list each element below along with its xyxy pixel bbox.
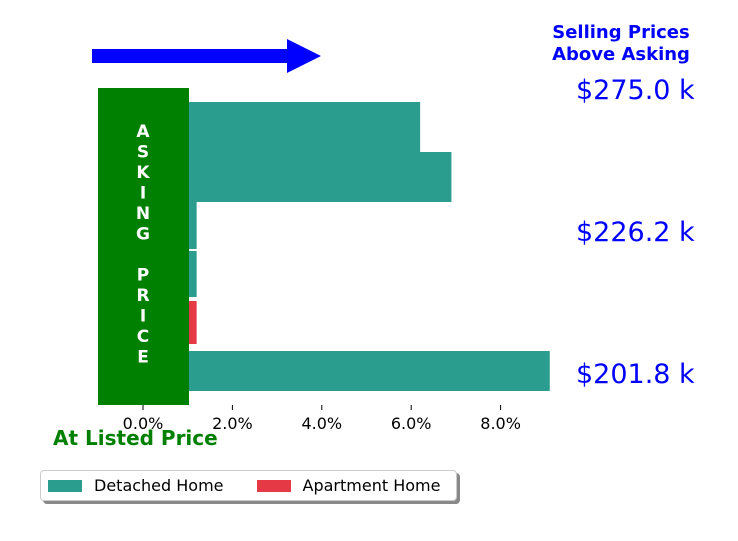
vertical-letter: A bbox=[136, 122, 150, 142]
legend: Detached Home Apartment Home bbox=[40, 470, 457, 501]
legend-swatch-detached bbox=[48, 479, 82, 492]
price-label-middle: $226.2 k bbox=[576, 217, 695, 248]
right-arrow-icon bbox=[92, 39, 321, 73]
top-label-line2: Above Asking bbox=[552, 44, 690, 65]
legend-label-detached: Detached Home bbox=[94, 476, 224, 495]
vertical-letter: P bbox=[137, 266, 149, 286]
legend-item-apartment: Apartment Home bbox=[256, 476, 441, 495]
vertical-letter: K bbox=[136, 163, 150, 183]
vertical-letter: G bbox=[136, 225, 150, 245]
asking-price-band bbox=[98, 88, 189, 405]
x-tick-label: 0.0% bbox=[123, 414, 164, 433]
price-label-top: $275.0 k bbox=[576, 75, 695, 106]
legend-item-detached: Detached Home bbox=[48, 476, 224, 495]
x-axis: 0.0% 2.0% 4.0% 6.0% 8.0% bbox=[123, 405, 521, 433]
x-tick-label: 4.0% bbox=[301, 414, 342, 433]
vertical-letter: C bbox=[137, 327, 149, 347]
x-tick-label: 8.0% bbox=[480, 414, 521, 433]
vertical-letter: E bbox=[137, 348, 149, 368]
legend-label-apartment: Apartment Home bbox=[302, 476, 441, 495]
vertical-letter: S bbox=[137, 143, 149, 163]
vertical-letter: N bbox=[136, 204, 150, 224]
top-label-line1: Selling Prices bbox=[552, 22, 689, 43]
vertical-letter: I bbox=[140, 184, 146, 204]
vertical-letter: I bbox=[140, 307, 146, 327]
at-listed-price-label: At Listed Price bbox=[53, 426, 218, 450]
x-tick-label: 6.0% bbox=[391, 414, 432, 433]
x-tick-label: 2.0% bbox=[212, 414, 253, 433]
vertical-letter: R bbox=[136, 286, 149, 306]
price-label-bottom: $201.8 k bbox=[576, 359, 695, 390]
legend-swatch-apartment bbox=[256, 479, 291, 492]
